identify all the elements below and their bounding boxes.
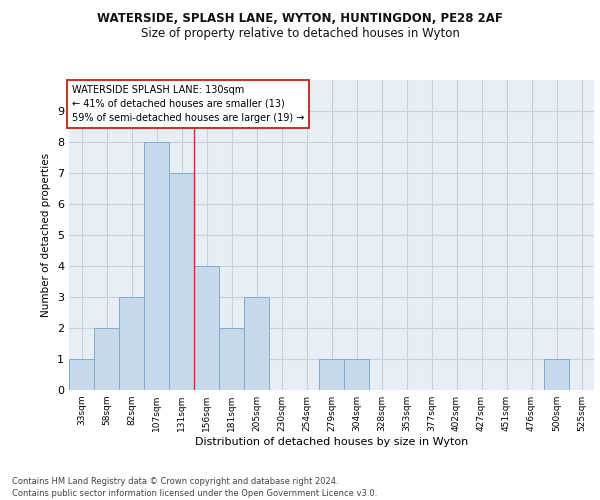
Text: Size of property relative to detached houses in Wyton: Size of property relative to detached ho… bbox=[140, 28, 460, 40]
Bar bbox=[169, 173, 194, 390]
Bar bbox=[69, 359, 94, 390]
Bar bbox=[219, 328, 244, 390]
Bar bbox=[244, 297, 269, 390]
Bar bbox=[319, 359, 344, 390]
Text: WATERSIDE SPLASH LANE: 130sqm
← 41% of detached houses are smaller (13)
59% of s: WATERSIDE SPLASH LANE: 130sqm ← 41% of d… bbox=[71, 84, 304, 122]
Text: Contains HM Land Registry data © Crown copyright and database right 2024.
Contai: Contains HM Land Registry data © Crown c… bbox=[12, 476, 377, 498]
Bar bbox=[119, 297, 144, 390]
Bar bbox=[94, 328, 119, 390]
Bar bbox=[194, 266, 219, 390]
Y-axis label: Number of detached properties: Number of detached properties bbox=[41, 153, 52, 317]
Text: WATERSIDE, SPLASH LANE, WYTON, HUNTINGDON, PE28 2AF: WATERSIDE, SPLASH LANE, WYTON, HUNTINGDO… bbox=[97, 12, 503, 26]
X-axis label: Distribution of detached houses by size in Wyton: Distribution of detached houses by size … bbox=[195, 437, 468, 447]
Bar bbox=[544, 359, 569, 390]
Bar bbox=[344, 359, 369, 390]
Bar bbox=[144, 142, 169, 390]
